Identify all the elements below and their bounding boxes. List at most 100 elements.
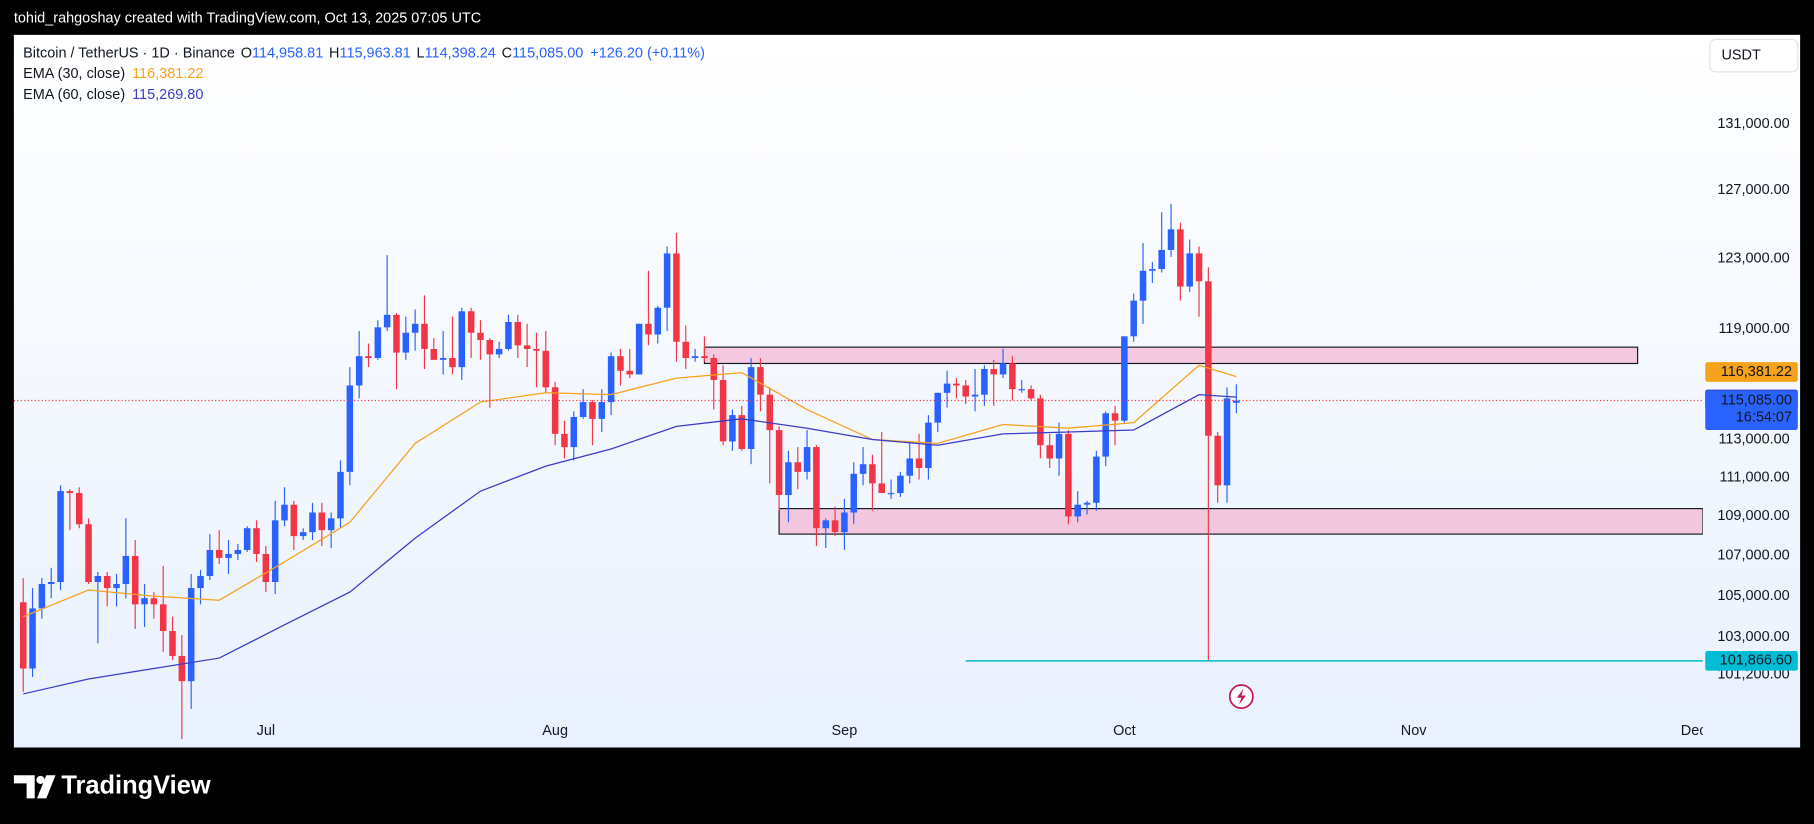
candle-body <box>365 356 372 359</box>
candle-body <box>1214 435 1221 486</box>
candle-body <box>1195 253 1203 282</box>
legend-item: EMA (60, close) 115,269.80 <box>23 87 203 103</box>
candle-body <box>47 582 55 585</box>
candle-body <box>999 363 1007 375</box>
candle-body <box>402 332 410 353</box>
candle-body <box>617 356 624 371</box>
candle-body <box>1233 400 1240 403</box>
ema-line <box>23 364 1237 618</box>
candle-body <box>243 528 251 550</box>
candle-body <box>449 358 456 368</box>
event-icon[interactable] <box>1228 684 1254 710</box>
candle-body <box>663 253 671 308</box>
candle-body <box>897 475 904 494</box>
candle-body <box>234 549 242 554</box>
candle-body <box>113 584 120 589</box>
level-price-label-bg <box>1705 650 1798 671</box>
candle-body <box>943 383 951 393</box>
candle-body <box>383 314 391 328</box>
candle-body <box>262 553 270 583</box>
candle-body <box>831 520 839 533</box>
candle-body <box>570 416 578 448</box>
ohlc-key: C <box>502 45 512 61</box>
brand-name: TradingView <box>61 772 211 800</box>
candle-body <box>178 655 186 682</box>
candle-body <box>1074 504 1081 517</box>
candle-body <box>645 323 652 335</box>
level-price-label: 101,866.60 <box>1720 653 1792 669</box>
candle-body <box>197 575 204 589</box>
candle-body <box>337 471 344 519</box>
countdown: 16:54:07 <box>1736 410 1792 426</box>
candle-body <box>346 385 354 472</box>
candle-body <box>467 311 475 333</box>
candle-body <box>626 370 634 375</box>
candle-body <box>57 491 64 583</box>
candle-body <box>1009 363 1016 390</box>
candle-body <box>150 598 158 605</box>
candle-body <box>159 604 167 632</box>
candle-body <box>775 430 783 495</box>
plot-area <box>13 203 1703 740</box>
candle-body <box>1149 269 1156 271</box>
candle-body <box>411 323 419 333</box>
last-price-label: 115,085.00 <box>1721 392 1792 408</box>
ohlc-value: 114,398.24 <box>425 45 496 61</box>
candle-body <box>598 402 606 419</box>
last-price-label-bg <box>1705 390 1798 431</box>
candle-body <box>803 447 811 472</box>
candle-body <box>187 588 195 682</box>
x-tick-label: Sep <box>832 723 858 739</box>
candle-body <box>841 512 848 533</box>
y-tick-label: 103,000.00 <box>1717 629 1789 645</box>
candle-body <box>747 367 755 449</box>
x-tick-label: Oct <box>1113 723 1135 739</box>
candle-body <box>691 356 699 359</box>
x-tick-label: Dec <box>1681 723 1707 739</box>
candle-body <box>66 491 74 494</box>
candle-body <box>75 493 83 525</box>
y-tick-label: 109,000.00 <box>1717 508 1789 524</box>
candle-body <box>971 394 979 397</box>
candle-body <box>953 383 960 386</box>
ohlc-value: 115,963.81 <box>339 45 410 61</box>
y-tick-label: 113,000.00 <box>1718 431 1789 447</box>
candle-body <box>1167 229 1175 250</box>
currency-button[interactable] <box>1709 38 1799 73</box>
candle-body <box>794 462 802 472</box>
y-tick-label: 105,000.00 <box>1717 588 1789 604</box>
candle-body <box>299 532 307 537</box>
candle-body <box>206 549 214 576</box>
x-axis: Jul Aug Sep Oct Nov Dec <box>257 723 1707 739</box>
candle-body <box>1186 253 1193 287</box>
legend-value: 115,269.80 <box>132 87 203 103</box>
candle-body <box>1111 413 1119 421</box>
candle-body <box>505 321 512 349</box>
candle-body <box>122 555 130 585</box>
candle-body <box>869 464 876 484</box>
candle-body <box>673 253 680 342</box>
candle-body <box>635 323 643 375</box>
candle-body <box>766 394 774 431</box>
y-tick-label: 119,000.00 <box>1718 321 1789 337</box>
candle-body <box>757 367 764 395</box>
candle-body <box>309 512 316 533</box>
legend-value: 116,381.22 <box>132 66 203 82</box>
change: +126.20 (+0.11%) <box>590 45 705 61</box>
candle-body <box>738 415 746 449</box>
legend-title: Bitcoin / TetherUS · 1D · Binance O114,95… <box>23 45 705 61</box>
candle-body <box>990 368 997 375</box>
candle-body <box>925 422 932 469</box>
candle-body <box>878 483 886 494</box>
candle-body <box>225 553 232 558</box>
y-tick-label: 123,000.00 <box>1717 250 1789 266</box>
candle-body <box>374 327 382 359</box>
candle-body <box>1065 433 1072 517</box>
candle-body <box>1046 445 1053 459</box>
candle-body <box>682 341 690 359</box>
candle-body <box>29 608 36 669</box>
candle-body <box>822 520 830 529</box>
legend-name: EMA (30, close) <box>23 66 125 82</box>
candle-body <box>1177 229 1184 287</box>
